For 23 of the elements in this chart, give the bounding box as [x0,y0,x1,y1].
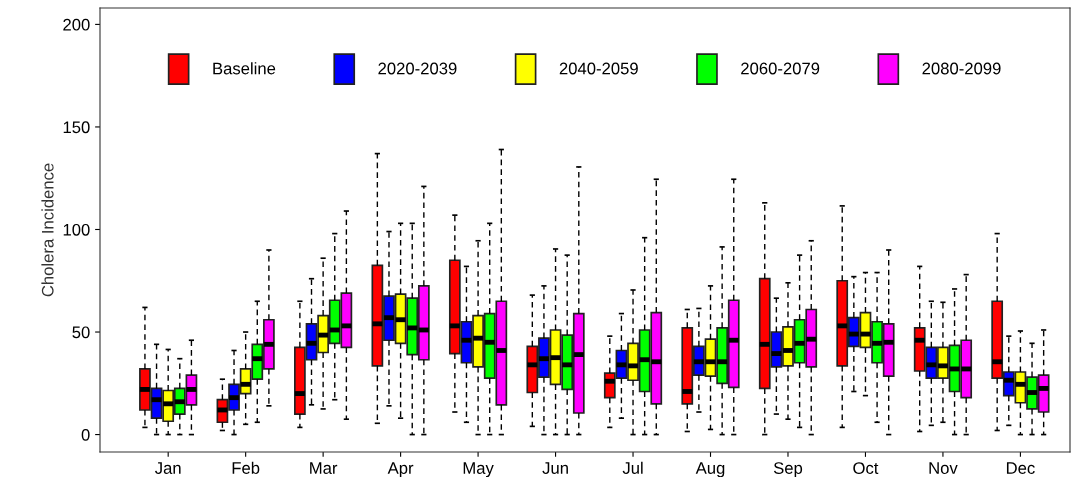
y-tick-label: 50 [72,326,90,339]
x-tick-label: Apr [387,462,414,477]
y-tick-label: 200 [63,18,90,31]
legend-label: 2040-2059 [559,62,638,75]
y-axis-title: Cholera Incidence [41,163,54,297]
legend-label: 2020-2039 [378,62,457,75]
x-tick-label: Oct [853,462,879,474]
y-tick-label: 100 [63,223,90,236]
x-tick-label: Sep [773,462,803,477]
y-tick-label: 0 [81,428,90,441]
x-tick-label: Aug [695,462,725,477]
legend-label: Baseline [213,62,276,75]
x-tick-label: Dec [1006,462,1035,474]
legend-label: 2060-2079 [741,62,820,75]
x-tick-label: Jun [542,462,568,474]
y-tick-label: 150 [63,121,90,134]
x-tick-label: Jul [622,461,643,474]
legend-label: 2080-2099 [922,62,1001,75]
x-tick-label: Jan [155,462,181,474]
x-tick-label: Feb [232,461,260,474]
x-tick-label: Nov [929,462,958,474]
x-tick-label: Mar [310,462,338,474]
x-tick-label: May [463,462,494,477]
